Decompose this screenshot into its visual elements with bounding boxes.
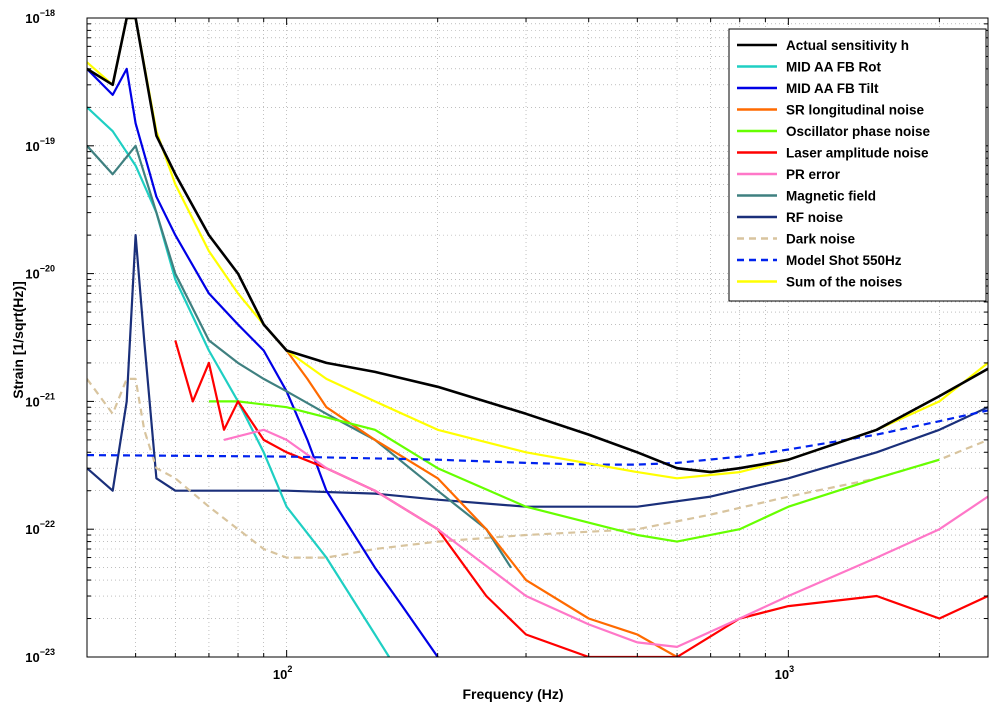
- series-line-7: [223, 428, 988, 649]
- series-line-2: [87, 106, 391, 657]
- legend-label-4: SR longitudinal noise: [786, 103, 924, 118]
- y-tick-label: 10−18: [25, 8, 55, 26]
- series-line-11: [87, 409, 988, 466]
- series-line-9: [87, 234, 988, 508]
- x-tick-label: 103: [775, 664, 794, 682]
- plot-lines: [87, 18, 988, 657]
- plot-frame: [86, 17, 989, 658]
- legend-label-5: Oscillator phase noise: [786, 124, 931, 139]
- series-line-3: [87, 67, 439, 657]
- legend-label-1: Actual sensitivity h: [786, 38, 909, 53]
- y-tick-label: 10−19: [25, 136, 55, 154]
- legend-label-6: Laser amplitude noise: [786, 146, 929, 161]
- y-tick-label: 10−21: [25, 391, 55, 409]
- series-line-1: [87, 18, 988, 474]
- legend-label-2: MID AA FB Rot: [786, 60, 881, 75]
- x-axis-label: Frequency (Hz): [462, 686, 563, 702]
- grid: [86, 17, 988, 658]
- y-axis-label: Strain [1/sqrt(Hz)]: [10, 281, 26, 398]
- y-tick-label: 10−20: [25, 264, 55, 282]
- y-tick-label: 10−23: [25, 647, 55, 665]
- legend-label-8: Magnetic field: [786, 189, 876, 204]
- legend-label-10: Dark noise: [786, 232, 856, 247]
- series-line-4: [262, 323, 678, 657]
- tick-labels: 102 103 10−18 10−19 10−20 10−21 10−22 10−23: [25, 8, 794, 682]
- legend-label-12: Sum of the noises: [786, 275, 902, 290]
- legend-box: [728, 28, 987, 302]
- y-tick-label: 10−22: [25, 519, 55, 537]
- legend-label-11: Model Shot 550Hz: [786, 253, 902, 268]
- legend: Actual sensitivity h MID AA FB Rot MID AA …: [728, 28, 987, 302]
- legend-label-3: MID AA FB Tilt: [786, 81, 879, 96]
- series-line-10: [87, 377, 988, 559]
- series-line-8: [87, 144, 512, 569]
- legend-label-9: RF noise: [786, 210, 843, 225]
- legend-label-7: PR error: [786, 167, 841, 182]
- series-line-5: [208, 400, 940, 543]
- series-line-6: [174, 340, 988, 657]
- x-tick-label: 102: [273, 664, 292, 682]
